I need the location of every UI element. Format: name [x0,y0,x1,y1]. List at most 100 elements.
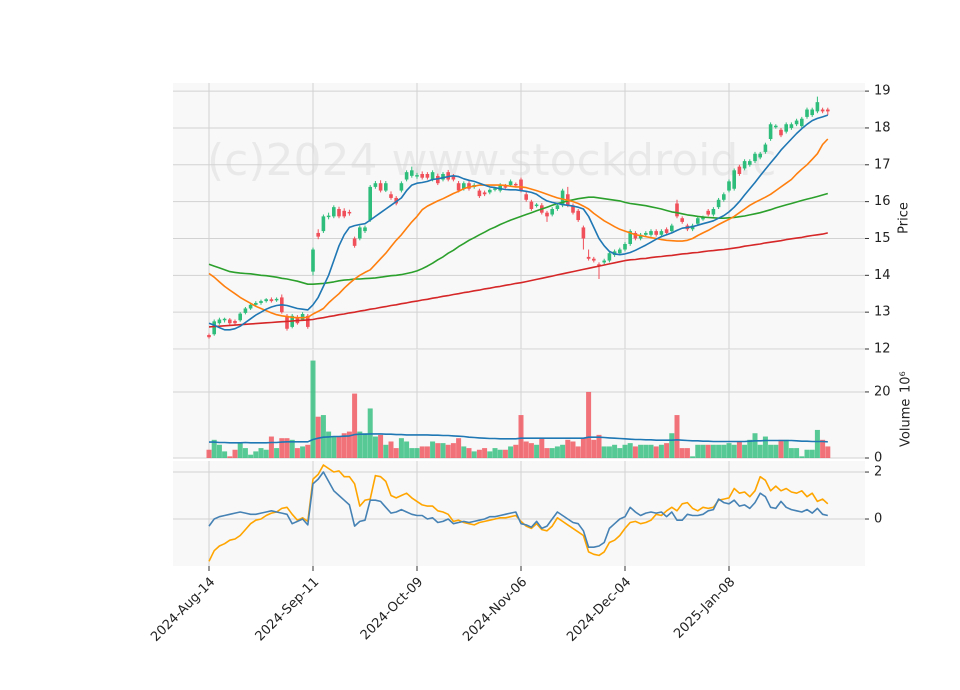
volume-bar [466,448,472,458]
volume-bar [497,449,503,458]
volume-bar [284,438,290,458]
volume-bar [326,431,332,458]
volume-bar [747,439,753,458]
candle-body [581,227,586,239]
x-tick-label: 2024-Nov-06 [460,575,530,645]
candle-body [628,231,632,244]
volume-bar [705,444,711,458]
candle-body [300,314,305,320]
y-tick-label: 17 [874,157,891,172]
candle-body [758,153,762,158]
volume-bar [310,360,316,458]
candle-body [352,238,357,246]
volume-bar [601,446,607,458]
y-tick-label: 15 [874,231,891,246]
volume-bar [492,448,498,458]
volume-bar [476,449,482,458]
volume-bar [341,433,347,458]
volume-bar [523,441,529,458]
volume-bar [362,433,368,458]
volume-bar [778,439,784,458]
candle-body [384,183,388,191]
volume-bar [788,448,794,458]
candle-body [706,210,710,215]
candle-body [789,124,794,128]
candle-body [701,217,705,220]
line-series [208,471,828,548]
volume-bar [456,438,462,458]
candle-body [498,185,502,191]
volume-bar [612,444,618,458]
price-panel [173,83,865,349]
volume-bar [487,451,493,458]
volume-bar [783,439,789,458]
candle-body [664,229,669,233]
volume-bar [424,446,430,458]
volume-bar [383,444,389,458]
candle-body [482,192,487,195]
candle-body [321,216,326,232]
candle-body [373,183,378,187]
volume-bar [232,449,238,458]
candle-body [534,204,539,207]
candle-body [503,186,508,188]
volume-bar [814,429,820,458]
volume-bar [820,439,826,458]
candle-body [488,189,492,193]
volume-bar [435,443,441,458]
candle-body [576,210,580,221]
candle-body [524,194,528,200]
y-tick-label: 2 [874,465,882,480]
volume-bar [528,443,534,458]
candle-body [794,120,799,125]
volume-bar [773,444,779,458]
candle-body [555,205,560,209]
candle-body [737,166,742,174]
volume-bar [289,439,295,458]
volume-bar [206,449,212,458]
candle-body [654,231,658,235]
volume-bar [768,444,774,458]
candle-body [508,181,513,186]
volume-bar [279,438,285,458]
volume-bar [544,448,550,458]
volume-bar [622,444,628,458]
volume-bar [482,448,488,458]
candle-body [347,211,352,214]
y-tick-label: 0 [874,512,882,527]
candle-body [233,321,237,324]
volume-bar [539,438,545,458]
candle-body [592,258,596,261]
y-tick-label: 19 [874,84,891,99]
volume-bar [461,446,467,458]
volume-bar [227,456,233,458]
candle-body [477,190,482,197]
volume-bar [736,441,742,458]
volume-bar [222,451,228,458]
volume-bar [414,448,420,458]
candle-body [550,209,554,215]
line-series [208,232,828,328]
volume-bar [242,448,248,458]
candle-body [415,175,419,177]
volume-bar [357,431,363,458]
volume-bar [757,444,763,458]
candle-body [586,256,591,259]
volume-bar [513,444,519,458]
volume-bar [263,449,269,458]
candle-body [269,299,274,302]
y-axis-label: Volume [899,399,914,447]
candle-body [732,170,736,189]
y-tick-label: 0 [874,451,882,466]
candle-body [675,203,679,217]
volume-bar [393,448,399,458]
volume-bar [560,444,566,458]
candle-body [228,319,232,324]
candle-body [342,210,346,217]
volume-bar [248,454,254,458]
candle-body [248,304,253,309]
volume-bar [617,448,623,458]
volume-bar [580,438,586,458]
volume-bar [679,448,685,458]
volume-bar [664,443,670,458]
